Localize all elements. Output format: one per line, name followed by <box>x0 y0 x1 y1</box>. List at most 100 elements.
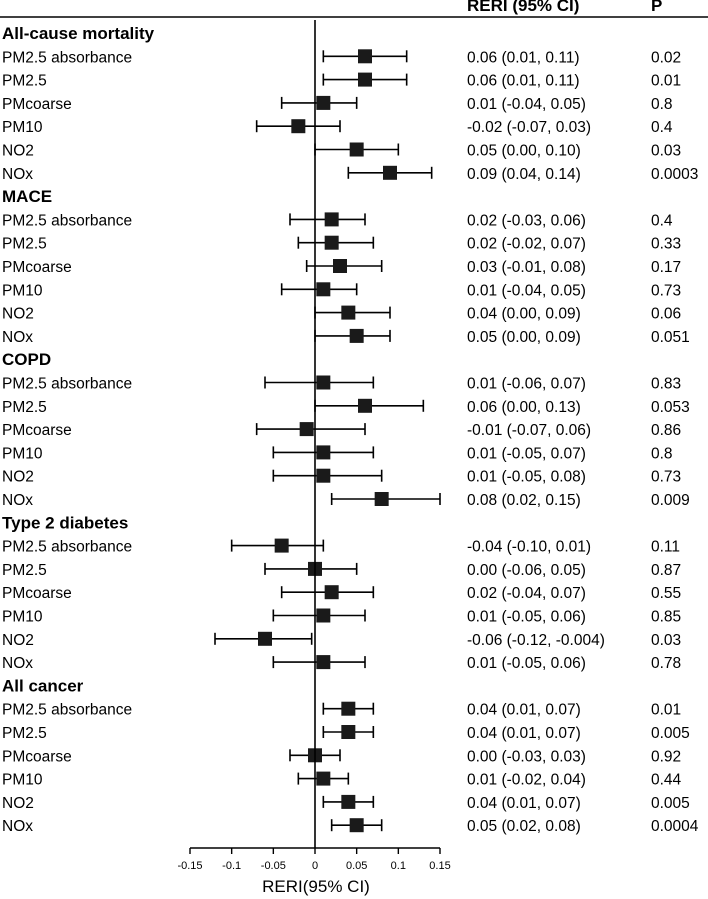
x-tick-label: -0.1 <box>222 860 241 872</box>
row-ci-text: 0.01 (-0.05, 0.06) <box>467 655 586 672</box>
row-label: NO2 <box>2 632 34 649</box>
row-p-value: 0.17 <box>651 259 681 276</box>
row-ci-text: 0.01 (-0.05, 0.08) <box>467 469 586 486</box>
group-title: COPD <box>2 350 51 369</box>
row-p-value: 0.01 <box>651 73 681 90</box>
row-label: PM2.5 <box>2 73 47 90</box>
row-ci-text: 0.02 (-0.03, 0.06) <box>467 212 586 229</box>
row-label: NO2 <box>2 306 34 323</box>
row-ci-text: 0.01 (-0.05, 0.07) <box>467 445 586 462</box>
point-estimate <box>274 538 289 553</box>
point-estimate <box>316 282 331 297</box>
row-p-value: 0.55 <box>651 585 681 602</box>
point-estimate <box>324 585 339 600</box>
row-p-value: 0.4 <box>651 212 673 229</box>
row-p-value: 0.0003 <box>651 166 698 183</box>
row-ci-text: 0.01 (-0.04, 0.05) <box>467 282 586 299</box>
x-axis-label: RERI(95% CI) <box>262 877 370 896</box>
point-estimate <box>383 165 397 180</box>
row-ci-text: 0.04 (0.01, 0.07) <box>467 795 581 812</box>
row-label: PM10 <box>2 445 43 462</box>
group-title: Type 2 diabetes <box>2 513 128 532</box>
point-estimate <box>316 95 331 110</box>
row-p-value: 0.009 <box>651 492 690 509</box>
row-p-value: 0.92 <box>651 748 681 765</box>
row-label: PM10 <box>2 282 43 299</box>
point-estimate <box>316 468 331 483</box>
row-ci-text: 0.00 (-0.06, 0.05) <box>467 562 586 579</box>
row-ci-text: 0.01 (-0.04, 0.05) <box>467 96 586 113</box>
point-estimate <box>341 725 356 739</box>
point-estimate <box>316 608 331 623</box>
row-label: NOx <box>2 818 33 835</box>
row-p-value: 0.053 <box>651 399 690 416</box>
row-ci-text: 0.04 (0.01, 0.07) <box>467 702 581 719</box>
row-ci-text: 0.05 (0.02, 0.08) <box>467 818 581 835</box>
point-estimate <box>374 492 389 506</box>
row-p-value: 0.02 <box>651 49 681 66</box>
row-ci-text: 0.08 (0.02, 0.15) <box>467 492 581 509</box>
row-ci-text: 0.04 (0.01, 0.07) <box>467 725 581 742</box>
row-ci-text: 0.06 (0.01, 0.11) <box>467 49 580 66</box>
row-label: PMcoarse <box>2 585 72 602</box>
row-label: PM2.5 <box>2 725 47 742</box>
row-label: NO2 <box>2 469 34 486</box>
group-title: MACE <box>2 187 52 206</box>
row-ci-text: 0.01 (-0.02, 0.04) <box>467 772 586 789</box>
row-label: NOx <box>2 166 33 183</box>
x-tick-label: 0.05 <box>346 860 367 872</box>
row-ci-text: -0.04 (-0.10, 0.01) <box>467 539 591 556</box>
row-ci-text: 0.06 (0.00, 0.13) <box>467 399 581 416</box>
point-estimate <box>324 235 339 250</box>
point-estimate <box>349 142 364 157</box>
row-label: PM2.5 absorbance <box>2 702 132 719</box>
row-ci-text: 0.05 (0.00, 0.10) <box>467 143 581 160</box>
row-label: PM2.5 <box>2 399 47 416</box>
row-ci-text: 0.02 (-0.02, 0.07) <box>467 236 586 253</box>
row-p-value: 0.83 <box>651 376 681 393</box>
row-p-value: 0.03 <box>651 632 681 649</box>
row-ci-text: 0.01 (-0.05, 0.06) <box>467 609 586 626</box>
row-label: PM2.5 absorbance <box>2 376 132 393</box>
point-estimate <box>333 259 347 273</box>
row-label: NO2 <box>2 795 34 812</box>
x-tick-label: 0 <box>312 860 318 872</box>
point-estimate <box>341 701 356 716</box>
row-p-value: 0.85 <box>651 609 681 626</box>
row-ci-text: 0.01 (-0.06, 0.07) <box>467 376 586 393</box>
row-ci-text: 0.05 (0.00, 0.09) <box>467 329 581 346</box>
row-ci-text: 0.03 (-0.01, 0.08) <box>467 259 586 276</box>
row-ci-text: -0.01 (-0.07, 0.06) <box>467 422 591 439</box>
row-label: PM10 <box>2 772 43 789</box>
row-p-value: 0.78 <box>651 655 681 672</box>
row-label: PM2.5 absorbance <box>2 212 132 229</box>
row-p-value: 0.73 <box>651 469 681 486</box>
point-estimate <box>291 119 306 134</box>
point-estimate <box>324 212 339 227</box>
row-label: PMcoarse <box>2 748 72 765</box>
row-label: PM2.5 <box>2 562 47 579</box>
point-estimate <box>341 794 356 809</box>
x-tick-label: 0.15 <box>429 860 450 872</box>
row-p-value: 0.8 <box>651 445 673 462</box>
row-label: PM2.5 <box>2 236 47 253</box>
row-label: NOx <box>2 655 33 672</box>
x-tick-label: -0.05 <box>261 860 286 872</box>
group-title: All-cause mortality <box>2 24 155 43</box>
point-estimate <box>358 49 372 64</box>
point-estimate <box>316 445 331 460</box>
row-p-value: 0.005 <box>651 725 690 742</box>
row-label: NO2 <box>2 143 34 160</box>
point-estimate <box>349 328 364 343</box>
row-ci-text: 0.04 (0.00, 0.09) <box>467 306 581 323</box>
row-p-value: 0.01 <box>651 702 681 719</box>
p-column-header: P <box>651 0 662 15</box>
row-label: PM2.5 absorbance <box>2 539 132 556</box>
group-title: All cancer <box>2 676 84 695</box>
row-p-value: 0.0004 <box>651 818 699 835</box>
row-label: PMcoarse <box>2 422 72 439</box>
row-p-value: 0.73 <box>651 282 681 299</box>
row-ci-text: -0.06 (-0.12, -0.004) <box>467 632 605 649</box>
row-ci-text: 0.00 (-0.03, 0.03) <box>467 748 586 765</box>
